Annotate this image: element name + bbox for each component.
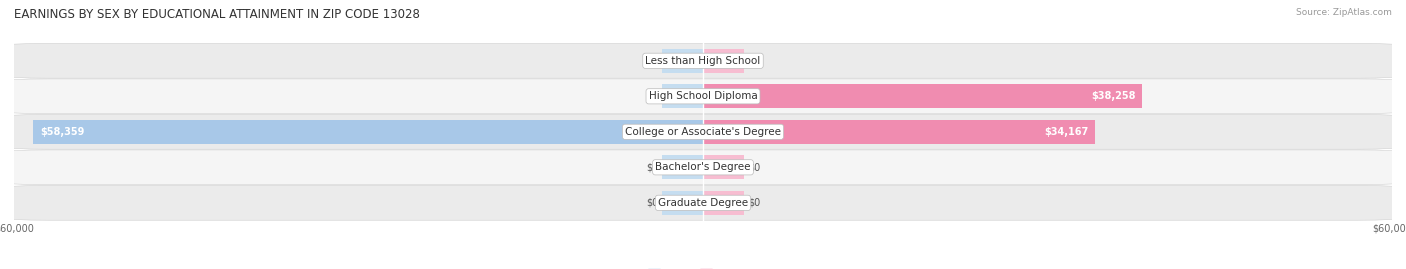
Text: Source: ZipAtlas.com: Source: ZipAtlas.com bbox=[1296, 8, 1392, 17]
Bar bbox=[703, 191, 744, 215]
Text: Bachelor's Degree: Bachelor's Degree bbox=[655, 162, 751, 172]
Text: Less than High School: Less than High School bbox=[645, 56, 761, 66]
FancyBboxPatch shape bbox=[7, 114, 1399, 149]
FancyBboxPatch shape bbox=[7, 43, 1399, 78]
Bar bbox=[662, 84, 703, 108]
Text: Graduate Degree: Graduate Degree bbox=[658, 198, 748, 208]
Text: $38,258: $38,258 bbox=[1091, 91, 1136, 101]
Bar bbox=[662, 191, 703, 215]
Text: $0: $0 bbox=[748, 198, 761, 208]
Text: $0: $0 bbox=[645, 91, 658, 101]
Text: $0: $0 bbox=[645, 162, 658, 172]
Text: $0: $0 bbox=[645, 56, 658, 66]
Text: $0: $0 bbox=[645, 198, 658, 208]
Legend: Male, Female: Male, Female bbox=[644, 264, 762, 269]
Bar bbox=[703, 49, 744, 73]
Bar bbox=[703, 155, 744, 179]
Bar bbox=[703, 84, 1142, 108]
Bar bbox=[662, 49, 703, 73]
Text: College or Associate's Degree: College or Associate's Degree bbox=[626, 127, 780, 137]
Text: EARNINGS BY SEX BY EDUCATIONAL ATTAINMENT IN ZIP CODE 13028: EARNINGS BY SEX BY EDUCATIONAL ATTAINMEN… bbox=[14, 8, 420, 21]
Text: $34,167: $34,167 bbox=[1045, 127, 1088, 137]
FancyBboxPatch shape bbox=[7, 185, 1399, 220]
Text: High School Diploma: High School Diploma bbox=[648, 91, 758, 101]
FancyBboxPatch shape bbox=[7, 79, 1399, 114]
Bar bbox=[703, 120, 1095, 144]
Bar bbox=[662, 155, 703, 179]
FancyBboxPatch shape bbox=[7, 150, 1399, 185]
Text: $58,359: $58,359 bbox=[39, 127, 84, 137]
Text: $0: $0 bbox=[748, 56, 761, 66]
Bar bbox=[32, 120, 703, 144]
Text: $0: $0 bbox=[748, 162, 761, 172]
